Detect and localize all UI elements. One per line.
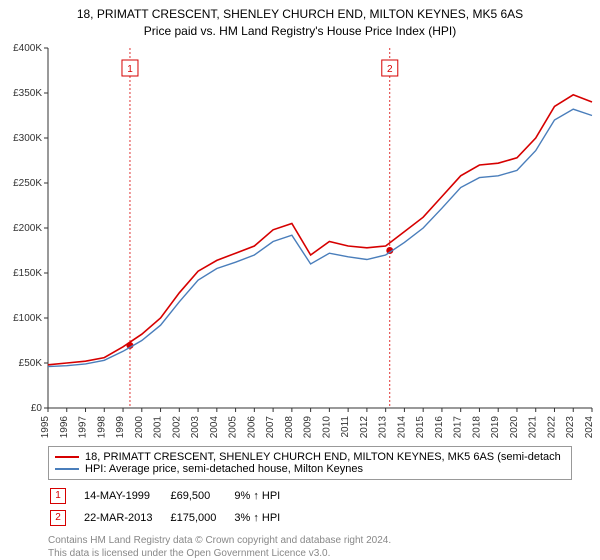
svg-text:£100K: £100K [13, 313, 42, 324]
svg-text:2021: 2021 [528, 415, 539, 438]
legend-item-property: 18, PRIMATT CRESCENT, SHENLEY CHURCH END… [55, 451, 565, 463]
marker-index-box: 2 [50, 510, 66, 526]
svg-text:£350K: £350K [13, 88, 42, 99]
marker-price: £175,000 [170, 508, 232, 528]
svg-text:2014: 2014 [396, 415, 407, 438]
svg-text:1998: 1998 [96, 415, 107, 438]
svg-text:2018: 2018 [471, 415, 482, 438]
legend-label: HPI: Average price, semi-detached house,… [85, 463, 363, 475]
svg-text:2005: 2005 [228, 415, 239, 438]
svg-text:2012: 2012 [359, 415, 370, 438]
title-line-1: 18, PRIMATT CRESCENT, SHENLEY CHURCH END… [4, 6, 596, 23]
legend-label: 18, PRIMATT CRESCENT, SHENLEY CHURCH END… [85, 451, 561, 463]
svg-text:2010: 2010 [321, 415, 332, 438]
svg-text:£50K: £50K [19, 358, 43, 369]
svg-text:2019: 2019 [490, 415, 501, 438]
svg-text:1999: 1999 [115, 415, 126, 438]
line-chart: £0 £50K £100K £150K £200K £250K £300K £350K £400… [0, 42, 600, 442]
marker-date: 22-MAR-2013 [84, 508, 168, 528]
marker-delta: 9% ↑ HPI [234, 486, 296, 506]
svg-text:2004: 2004 [209, 415, 220, 438]
svg-text:£250K: £250K [13, 178, 42, 189]
svg-text:2003: 2003 [190, 415, 201, 438]
svg-text:1995: 1995 [40, 415, 51, 438]
marker-row: 2 22-MAR-2013 £175,000 3% ↑ HPI [50, 508, 296, 528]
marker-date: 14-MAY-1999 [84, 486, 168, 506]
svg-text:2015: 2015 [415, 415, 426, 438]
svg-text:£150K: £150K [13, 268, 42, 279]
legend-swatch [55, 468, 79, 470]
svg-text:£300K: £300K [13, 133, 42, 144]
footnote-line: This data is licensed under the Open Gov… [48, 547, 572, 560]
marker-delta: 3% ↑ HPI [234, 508, 296, 528]
svg-text:2002: 2002 [171, 415, 182, 438]
svg-text:2007: 2007 [265, 415, 276, 438]
svg-text:£0: £0 [31, 403, 43, 414]
svg-text:£400K: £400K [13, 43, 42, 54]
legend-swatch [55, 456, 79, 458]
marker-table: 1 14-MAY-1999 £69,500 9% ↑ HPI 2 22-MAR-… [48, 484, 298, 530]
legend: 18, PRIMATT CRESCENT, SHENLEY CHURCH END… [48, 446, 572, 480]
marker-row: 1 14-MAY-1999 £69,500 9% ↑ HPI [50, 486, 296, 506]
svg-text:2001: 2001 [153, 415, 164, 438]
legend-item-hpi: HPI: Average price, semi-detached house,… [55, 463, 565, 475]
svg-text:1: 1 [127, 64, 133, 75]
svg-text:1997: 1997 [78, 415, 89, 438]
svg-text:2020: 2020 [509, 415, 520, 438]
footnote-line: Contains HM Land Registry data © Crown c… [48, 534, 572, 547]
marker-index-box: 1 [50, 488, 66, 504]
marker-price: £69,500 [170, 486, 232, 506]
svg-text:2011: 2011 [340, 415, 351, 437]
svg-text:2006: 2006 [246, 415, 257, 438]
footnote: Contains HM Land Registry data © Crown c… [48, 534, 572, 560]
svg-text:2017: 2017 [453, 415, 464, 438]
svg-text:2: 2 [387, 64, 393, 75]
svg-text:2016: 2016 [434, 415, 445, 438]
svg-text:2008: 2008 [284, 415, 295, 438]
svg-text:2024: 2024 [584, 415, 595, 438]
svg-text:2022: 2022 [546, 415, 557, 438]
svg-text:£200K: £200K [13, 223, 42, 234]
svg-text:1996: 1996 [59, 415, 70, 438]
svg-text:2023: 2023 [565, 415, 576, 438]
svg-text:2013: 2013 [378, 415, 389, 438]
svg-text:2000: 2000 [134, 415, 145, 438]
chart-title: 18, PRIMATT CRESCENT, SHENLEY CHURCH END… [0, 0, 600, 42]
title-line-2: Price paid vs. HM Land Registry's House … [4, 23, 596, 40]
svg-text:2009: 2009 [303, 415, 314, 438]
